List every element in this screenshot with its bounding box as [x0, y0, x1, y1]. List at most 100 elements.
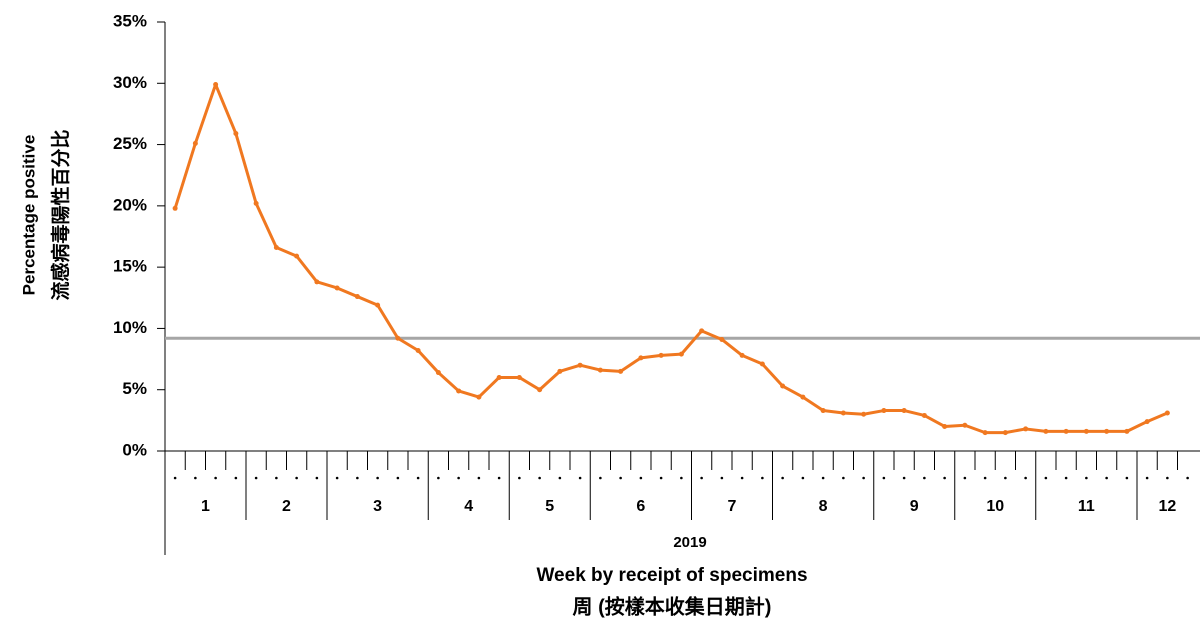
week-dot: [923, 476, 926, 480]
x-year: 2019: [673, 534, 706, 551]
week-dot: [558, 476, 562, 480]
point: [901, 408, 907, 414]
week-dot: [862, 476, 865, 480]
x-axis-label: 周 (按樣本收集日期計): [573, 594, 772, 618]
x-group-label: 6: [636, 498, 645, 515]
x-group-label: 9: [910, 498, 919, 515]
week-dot: [1085, 476, 1088, 480]
point: [1164, 410, 1170, 416]
week-dot: [700, 476, 703, 480]
point: [476, 394, 482, 400]
x-axis-label: Week by receipt of specimens: [536, 565, 807, 586]
point: [415, 347, 421, 353]
week-dot: [821, 476, 825, 480]
point: [982, 430, 988, 436]
y-tick-label: 5%: [122, 379, 147, 398]
point: [1023, 426, 1029, 432]
week-dot: [1145, 476, 1149, 480]
y-tick-label: 15%: [113, 257, 147, 276]
point: [942, 423, 948, 429]
x-group-label: 7: [728, 498, 737, 515]
week-dot: [1186, 476, 1189, 480]
week-dot: [720, 476, 724, 480]
point: [557, 368, 563, 374]
point: [921, 412, 927, 418]
point: [780, 383, 786, 389]
x-group-label: 3: [373, 498, 382, 515]
week-dot: [801, 476, 805, 480]
week-dot: [295, 476, 298, 480]
week-dot: [437, 476, 440, 480]
week-dot: [1166, 476, 1169, 480]
week-dot: [497, 476, 501, 480]
x-group-label: 12: [1158, 498, 1176, 515]
point: [233, 131, 239, 137]
point: [597, 367, 603, 373]
point: [881, 408, 887, 414]
x-group-label: 5: [545, 498, 554, 515]
week-dot: [963, 476, 967, 480]
x-group-label: 8: [819, 498, 828, 515]
point: [658, 352, 664, 358]
point: [1104, 428, 1110, 434]
y-axis-label: 流感病毒陽性百分比: [49, 129, 72, 300]
y-tick-label: 10%: [113, 318, 147, 337]
point: [638, 355, 644, 361]
week-dot: [1064, 476, 1068, 480]
week-dot: [376, 476, 379, 480]
point: [1144, 419, 1150, 425]
week-dot: [842, 476, 845, 480]
week-dot: [761, 476, 764, 480]
week-dot: [356, 476, 359, 480]
week-dot: [882, 476, 886, 480]
week-dot: [214, 476, 217, 480]
point: [618, 368, 624, 374]
week-dot: [1044, 476, 1048, 480]
y-tick-label: 35%: [113, 11, 147, 30]
point: [1002, 430, 1008, 436]
point: [496, 374, 502, 380]
week-dot: [234, 476, 238, 480]
week-dot: [740, 476, 744, 480]
point: [861, 411, 867, 417]
point: [678, 351, 684, 357]
point: [840, 410, 846, 416]
point: [1083, 428, 1089, 434]
point: [699, 328, 705, 334]
week-dot: [983, 476, 987, 480]
point: [577, 362, 583, 368]
y-tick-label: 25%: [113, 134, 147, 153]
week-dot: [335, 476, 339, 480]
point: [759, 361, 765, 367]
week-dot: [902, 476, 906, 480]
week-dot: [578, 476, 582, 480]
point: [516, 374, 522, 380]
y-tick-label: 30%: [113, 73, 147, 92]
x-group-label: 2: [282, 498, 291, 515]
point: [395, 335, 401, 341]
point: [435, 370, 441, 376]
point: [192, 140, 198, 146]
point: [820, 408, 826, 414]
x-group-label: 11: [1078, 498, 1095, 515]
week-dot: [1024, 476, 1027, 480]
x-group-label: 1: [201, 498, 210, 515]
y-tick-label: 0%: [122, 440, 147, 459]
series-line: [173, 83, 1168, 435]
week-dot: [254, 476, 258, 480]
point: [456, 388, 462, 394]
week-dot: [457, 476, 460, 480]
point: [334, 285, 340, 291]
week-dot: [275, 476, 278, 480]
week-dot: [416, 476, 420, 480]
week-dot: [173, 476, 177, 480]
point: [172, 205, 178, 211]
point: [739, 352, 745, 358]
point: [800, 394, 806, 400]
point: [375, 302, 381, 308]
point: [253, 200, 259, 206]
point: [537, 387, 543, 393]
point: [719, 336, 725, 342]
week-dot: [1004, 476, 1007, 480]
